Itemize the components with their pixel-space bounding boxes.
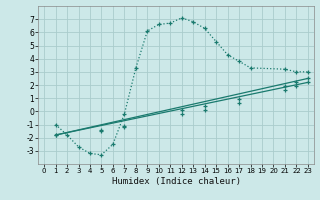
X-axis label: Humidex (Indice chaleur): Humidex (Indice chaleur) (111, 177, 241, 186)
